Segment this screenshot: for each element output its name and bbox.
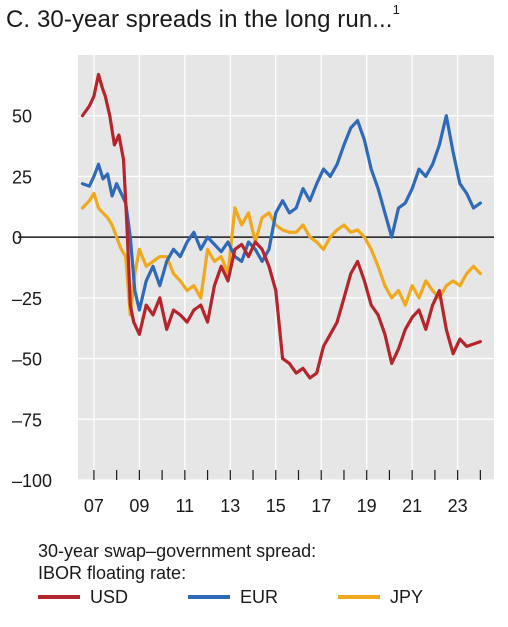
legend-swatch [188,595,230,599]
x-tick-label: 09 [129,496,149,516]
x-tick-label: 23 [448,496,468,516]
y-tick-label: –50 [12,350,42,370]
y-tick-label: –25 [12,289,42,309]
line-chart: 50 25 0 –25 –50 –75 –100 07 09 11 13 15 17 19 21 23 [12,55,494,516]
y-tick-label: 0 [12,228,22,248]
series-group [80,72,482,380]
x-axis: 07 09 11 13 15 17 19 21 23 [84,470,481,516]
chart-title: C. 30-year spreads in the long run...1 [6,2,400,34]
legend-title-line-2: IBOR floating rate: [38,563,187,583]
legend-item-jpy: JPY [338,586,488,608]
series-line-jpy [80,191,482,317]
x-tick-label: 17 [311,496,331,516]
x-tick-label: 07 [84,496,104,516]
y-tick-label: 25 [12,167,32,187]
x-tick-label: 11 [175,496,194,516]
legend-swatch [38,595,80,599]
series-line-usd [80,72,482,380]
x-tick-label: 21 [402,496,422,516]
y-tick-label: 50 [12,107,32,127]
y-axis: 50 25 0 –25 –50 –75 –100 [12,107,52,491]
chart-title-text: C. 30-year spreads in the long run... [6,6,393,33]
legend-item-eur: EUR [188,586,338,608]
y-tick-label: –75 [12,410,42,430]
legend-title-line-1: 30-year swap–government spread: [38,541,317,561]
legend-swatch [338,595,380,599]
legend-label: JPY [390,587,424,607]
y-tick-label: –100 [12,471,52,491]
x-tick-label: 15 [266,496,286,516]
legend-label: EUR [240,587,279,607]
legend-entries: USD EUR JPY [38,586,498,608]
title-footnote: 1 [392,2,400,17]
plot-area [78,55,494,480]
x-tick-label: 13 [220,496,240,516]
legend: 30-year swap–government spread: IBOR flo… [38,540,498,608]
series-line-eur [80,114,482,312]
x-tick-label: 19 [357,496,377,516]
legend-item-usd: USD [38,586,188,608]
legend-label: USD [90,587,129,607]
